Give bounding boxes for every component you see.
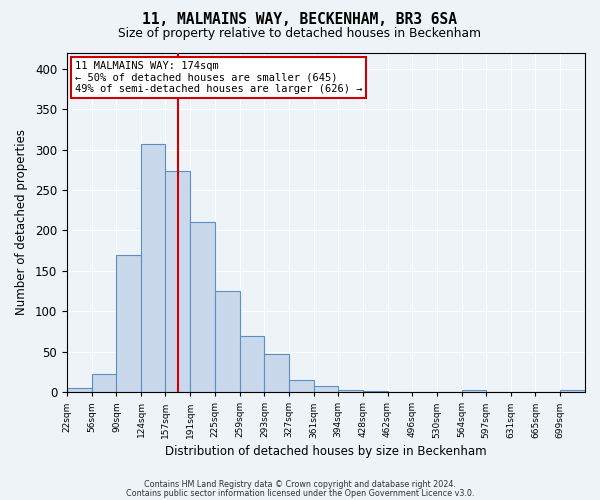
Bar xyxy=(190,222,215,392)
Bar xyxy=(215,291,239,392)
Bar xyxy=(289,380,314,392)
Text: 11 MALMAINS WAY: 174sqm
← 50% of detached houses are smaller (645)
49% of semi-d: 11 MALMAINS WAY: 174sqm ← 50% of detache… xyxy=(74,61,362,94)
Bar xyxy=(92,374,116,392)
Bar xyxy=(67,388,92,392)
Bar xyxy=(338,390,363,392)
Bar xyxy=(165,172,190,392)
X-axis label: Distribution of detached houses by size in Beckenham: Distribution of detached houses by size … xyxy=(165,444,487,458)
Bar xyxy=(462,390,486,392)
Text: Contains public sector information licensed under the Open Government Licence v3: Contains public sector information licen… xyxy=(126,488,474,498)
Bar xyxy=(560,390,585,392)
Text: 11, MALMAINS WAY, BECKENHAM, BR3 6SA: 11, MALMAINS WAY, BECKENHAM, BR3 6SA xyxy=(143,12,458,28)
Bar xyxy=(314,386,338,392)
Y-axis label: Number of detached properties: Number of detached properties xyxy=(15,130,28,316)
Text: Contains HM Land Registry data © Crown copyright and database right 2024.: Contains HM Land Registry data © Crown c… xyxy=(144,480,456,489)
Bar xyxy=(141,144,165,392)
Bar xyxy=(265,354,289,392)
Text: Size of property relative to detached houses in Beckenham: Size of property relative to detached ho… xyxy=(119,28,482,40)
Bar xyxy=(116,254,141,392)
Bar xyxy=(239,336,265,392)
